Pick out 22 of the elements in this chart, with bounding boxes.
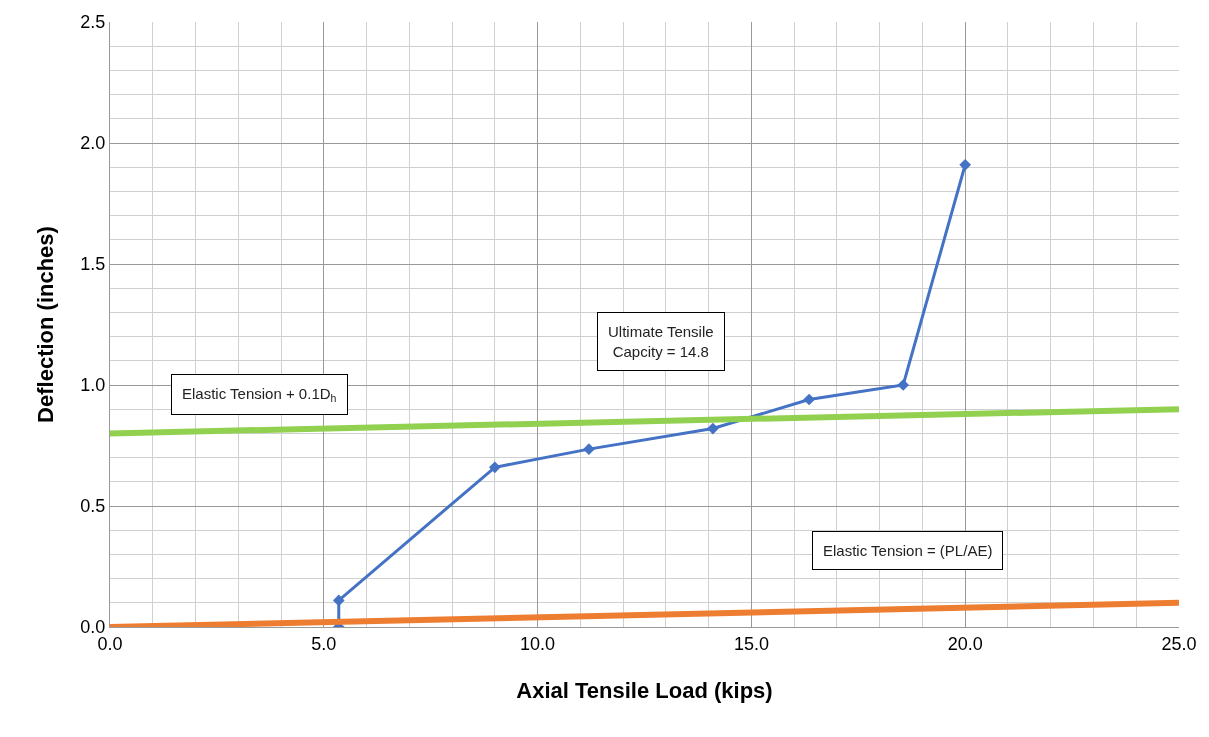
y-tick-label: 0.5 <box>80 496 106 517</box>
point <box>959 158 972 171</box>
x-axis-title: Axial Tensile Load (kips) <box>516 678 773 704</box>
annotation: Elastic Tension + 0.1D$_{h}$ <box>182 385 337 405</box>
point <box>583 443 595 455</box>
x-tick-label: 25.0 <box>1161 633 1197 654</box>
annotation: Elastic Tension = (PL/AE) <box>823 542 993 559</box>
x-tick-label: 5.0 <box>311 633 337 654</box>
point <box>488 461 501 474</box>
x-tick-label: 15.0 <box>733 633 769 654</box>
x-tick-label: 10.0 <box>520 633 556 654</box>
y-tick-label: 1.0 <box>80 375 106 396</box>
y-tick-label: 2.0 <box>80 133 106 154</box>
point <box>707 422 719 435</box>
y-tick-label: 1.5 <box>80 254 106 275</box>
point <box>897 379 910 391</box>
annotation: Ultimate Tensile Capcity = 14.8 <box>608 323 714 360</box>
x-tick-label: 20.0 <box>947 633 983 654</box>
y-axis-title: Deflection (inches) <box>33 226 59 423</box>
point <box>332 594 345 607</box>
y-tick-label: 2.5 <box>80 12 106 33</box>
point <box>803 393 815 406</box>
